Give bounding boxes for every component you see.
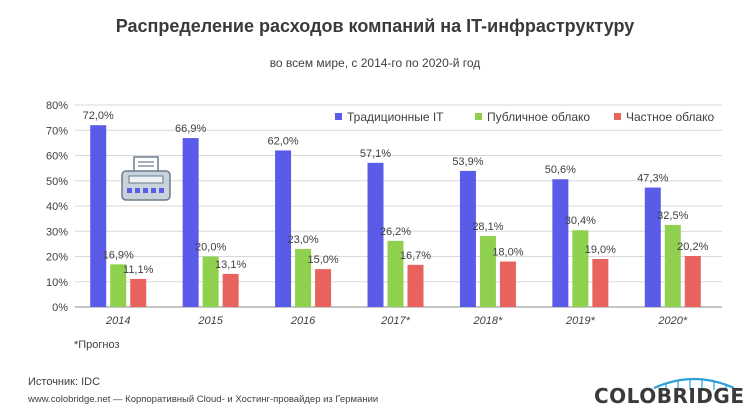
site-footer: www.colobridge.net — Корпоративный Cloud… <box>28 394 379 405</box>
y-tick-label: 0% <box>52 302 68 314</box>
bar <box>684 255 701 307</box>
calculator-icon <box>133 156 159 173</box>
bar <box>499 261 516 307</box>
x-category-label: 2020* <box>657 315 687 327</box>
bar-value-label: 53,9% <box>452 156 483 168</box>
x-category-label: 2017* <box>380 315 410 327</box>
bar-value-label: 16,7% <box>400 250 431 262</box>
bar <box>664 224 681 307</box>
x-category-label: 2018* <box>473 315 503 327</box>
bar-value-label: 50,6% <box>545 164 576 176</box>
y-tick-label: 70% <box>46 125 68 137</box>
legend-label: Частное облако <box>626 110 715 124</box>
calculator-icon-key <box>151 188 156 193</box>
x-category-label: 2019* <box>565 315 595 327</box>
bridge-arc-icon <box>653 377 734 390</box>
colobridge-logo: COLOBRIDGE <box>594 374 744 408</box>
bar-value-label: 13,1% <box>215 259 246 271</box>
source-note: Источник: IDC <box>28 376 101 388</box>
bar-value-label: 11,1% <box>123 264 154 276</box>
bar-value-label: 18,0% <box>492 247 523 259</box>
bar <box>222 273 239 307</box>
chart-subtitle: во всем мире, с 2014-го по 2020-й год <box>269 56 481 70</box>
y-tick-label: 20% <box>46 252 68 264</box>
legend-label: Публичное облако <box>487 110 590 124</box>
bar <box>592 259 609 307</box>
bar-value-label: 57,1% <box>360 148 391 160</box>
legend-swatch <box>335 113 342 120</box>
x-category-label: 2016 <box>290 315 316 327</box>
y-tick-label: 40% <box>46 201 68 213</box>
x-category-label: 2014 <box>105 315 130 327</box>
bar-value-label: 16,9% <box>103 249 134 261</box>
bar <box>407 264 424 307</box>
y-tick-label: 80% <box>46 100 68 112</box>
bar <box>90 125 107 307</box>
bar <box>387 240 404 307</box>
bar-value-label: 15,0% <box>307 254 338 266</box>
bar <box>275 150 292 307</box>
bar-value-label: 62,0% <box>267 135 298 147</box>
calculator-icon-key <box>143 188 148 193</box>
bar-value-label: 23,0% <box>287 234 318 246</box>
bar <box>182 138 199 307</box>
logo-wordmark: COLOBRIDGE <box>594 384 745 408</box>
bar <box>572 230 589 307</box>
chart-title: Распределение расходов компаний на IT-ин… <box>115 16 635 36</box>
bar <box>644 187 661 307</box>
y-tick-label: 50% <box>46 176 68 188</box>
forecast-footnote: *Прогноз <box>74 339 120 351</box>
bar <box>202 256 219 307</box>
bar <box>367 162 384 307</box>
calculator-icon-key <box>127 188 132 193</box>
bar-value-label: 19,0% <box>585 244 616 256</box>
bar <box>110 264 127 307</box>
y-tick-label: 10% <box>46 277 68 289</box>
calculator-icon-body <box>121 170 171 201</box>
bar-value-label: 26,2% <box>380 226 411 238</box>
bar-value-label: 30,4% <box>565 215 596 227</box>
bar-value-label: 28,1% <box>472 221 503 233</box>
legend-swatch <box>614 113 621 120</box>
x-category-label: 2015 <box>197 315 223 327</box>
y-tick-label: 60% <box>46 151 68 163</box>
calculator-icon-display <box>128 175 164 184</box>
bar-value-label: 20,0% <box>195 242 226 254</box>
bar <box>479 236 496 307</box>
calculator-icon-key <box>159 188 164 193</box>
y-tick-label: 30% <box>46 226 68 238</box>
bar <box>552 179 569 307</box>
bar <box>315 269 332 307</box>
bar-value-label: 32,5% <box>657 210 688 222</box>
legend-swatch <box>475 113 482 120</box>
legend-label: Традиционные IT <box>347 110 444 124</box>
bar-value-label: 66,9% <box>175 123 206 135</box>
bar-value-label: 20,2% <box>677 241 708 253</box>
bar <box>130 278 147 307</box>
bar-value-label: 47,3% <box>637 173 668 185</box>
bar <box>459 170 476 307</box>
bar <box>295 248 312 307</box>
calculator-icon-key <box>135 188 140 193</box>
bar-value-label: 72,0% <box>83 110 114 122</box>
